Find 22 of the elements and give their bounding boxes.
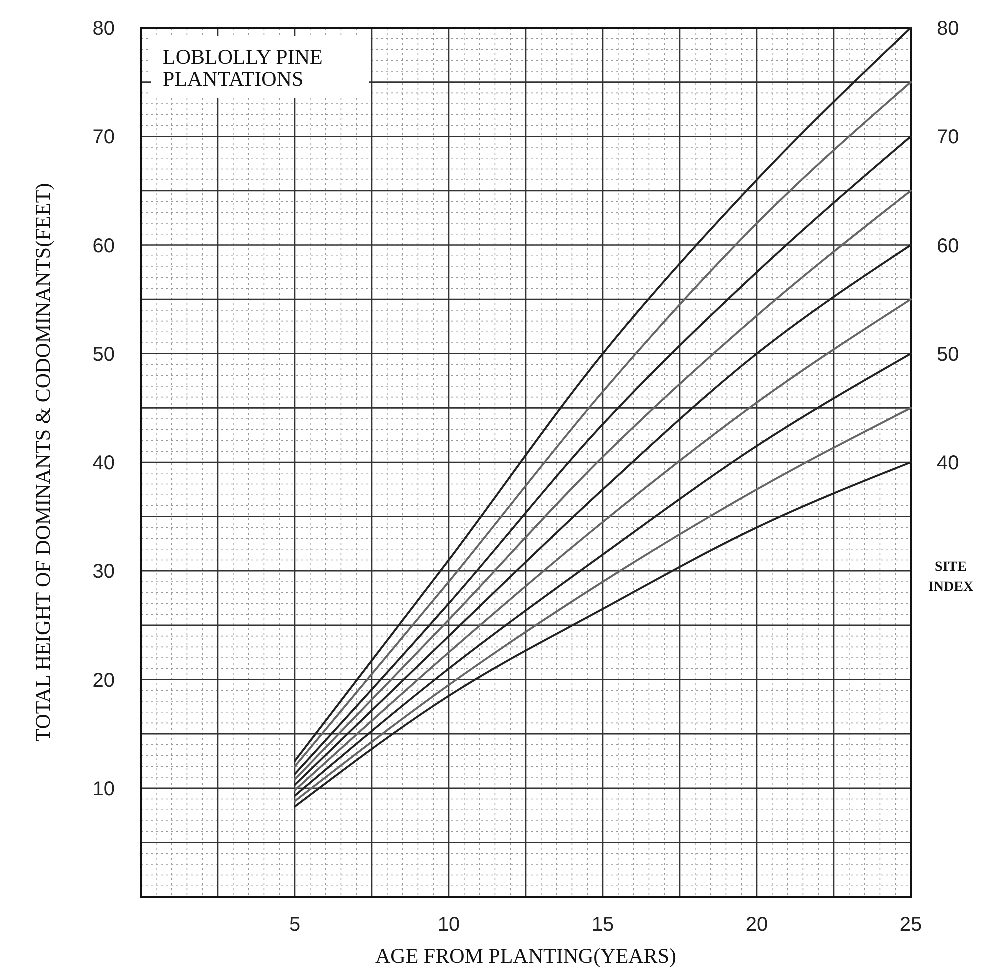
x-tick-label: 20 — [746, 914, 768, 936]
y-tick-label: 60 — [92, 235, 115, 258]
y-tick-label: 70 — [92, 126, 115, 149]
x-tick-label: 10 — [438, 914, 460, 936]
x-tick-label: 25 — [900, 914, 922, 936]
x-tick-label: 15 — [592, 914, 614, 936]
y2-tick-label: 80 — [937, 18, 960, 40]
y2-tick-label: 60 — [937, 235, 960, 258]
y2-tick-label: 50 — [937, 344, 960, 366]
y-axis-title: TOTAL HEIGHT OF DOMINANTS & CODOMINANTS(FEET) — [31, 183, 55, 742]
x-axis-title: AGE FROM PLANTING(YEARS) — [375, 944, 677, 968]
y2-tick-label: 40 — [937, 452, 960, 474]
y2-tick-label: 70 — [937, 126, 960, 149]
y-tick-label: 50 — [92, 344, 115, 366]
x-tick-label: 5 — [289, 914, 301, 936]
y-tick-label: 10 — [92, 778, 115, 800]
text: LOBLOLLY PINE PLANTATIONS — [163, 45, 323, 91]
y-tick-label: 30 — [92, 561, 115, 584]
y2-axis-title: SITE INDEX — [928, 560, 974, 596]
y-tick-label: 20 — [92, 670, 115, 692]
y-tick-label: 40 — [92, 452, 115, 474]
y-tick-label: 80 — [92, 18, 115, 40]
